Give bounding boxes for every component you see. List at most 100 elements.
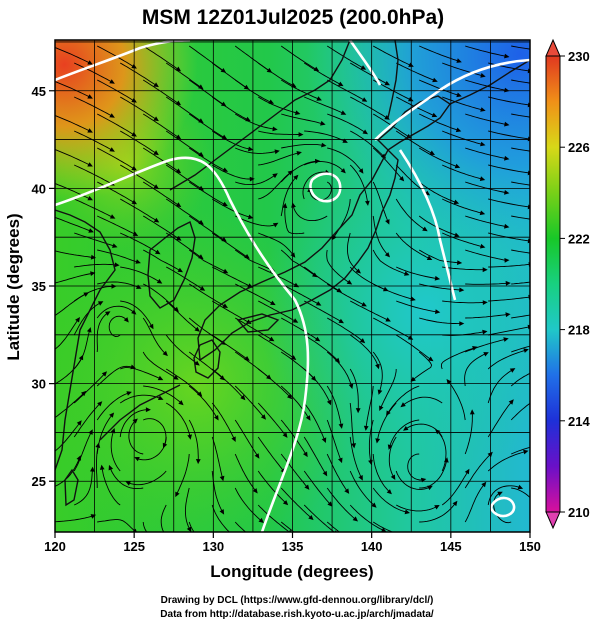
streamline-arrow	[453, 199, 460, 205]
streamline	[465, 45, 506, 57]
streamline-arrow	[355, 268, 361, 274]
streamline	[142, 113, 179, 138]
streamline	[234, 419, 258, 456]
streamline-arrow	[371, 502, 377, 508]
streamline-arrow	[305, 415, 311, 421]
streamline-arrow	[101, 371, 107, 377]
streamline	[119, 130, 156, 154]
streamline	[395, 164, 427, 194]
streamline	[465, 113, 506, 125]
streamline	[211, 198, 250, 218]
streamline	[257, 96, 297, 114]
streamline	[292, 206, 328, 222]
streamline	[142, 317, 166, 354]
streamline-arrow	[408, 96, 414, 102]
streamline	[165, 62, 201, 88]
streamline-arrow	[234, 536, 239, 541]
streamline	[74, 62, 112, 83]
streamline	[119, 409, 147, 438]
streamline-arrow	[149, 323, 154, 330]
streamline-arrow	[198, 118, 204, 124]
streamline	[487, 451, 525, 472]
streamline	[442, 232, 482, 247]
streamline	[387, 385, 420, 413]
streamline	[349, 300, 388, 321]
x-tick-label: 120	[44, 539, 66, 554]
streamline	[234, 487, 262, 521]
streamline	[142, 181, 179, 206]
streamline-arrow	[482, 300, 488, 305]
streamline-arrow	[125, 481, 131, 486]
colorbar-tick-label: 226	[568, 140, 590, 155]
streamline	[396, 300, 437, 313]
streamline	[349, 436, 362, 478]
streamline-arrow	[87, 196, 93, 201]
streamline-arrow	[457, 260, 463, 265]
streamline-arrow	[153, 116, 159, 122]
streamline-arrow	[479, 210, 486, 216]
streamline	[211, 266, 250, 287]
x-axis-label: Longitude (degrees)	[210, 562, 373, 581]
streamline-arrow	[375, 363, 380, 370]
streamline-arrow	[523, 348, 529, 353]
contour-line-7	[348, 40, 382, 86]
streamline	[55, 515, 93, 523]
x-tick-label: 135	[282, 539, 304, 554]
streamline-arrow	[155, 249, 161, 255]
streamline-arrow	[219, 509, 225, 515]
streamline-arrow	[231, 436, 236, 442]
streamline-arrow	[459, 321, 465, 326]
streamline-arrow	[574, 259, 579, 264]
streamline	[211, 130, 250, 150]
streamline-arrow	[131, 309, 137, 315]
streamline-arrow	[123, 317, 129, 323]
streamline	[55, 114, 90, 132]
streamline	[326, 419, 342, 460]
streamline	[442, 62, 483, 77]
streamline-arrow	[482, 267, 488, 273]
streamline-arrow	[454, 163, 461, 169]
streamline-arrow	[173, 306, 179, 312]
streamline	[280, 177, 297, 217]
streamline-arrow	[411, 534, 416, 539]
streamline-arrow	[574, 292, 579, 297]
streamline-arrow	[327, 501, 333, 507]
streamline	[365, 385, 374, 428]
streamline	[380, 368, 397, 408]
x-tick-label: 140	[361, 539, 383, 554]
streamline	[128, 470, 167, 486]
streamline-arrow	[268, 336, 275, 342]
streamline	[142, 45, 179, 70]
streamline-arrow	[88, 228, 94, 233]
streamline	[349, 62, 387, 84]
x-tick-label: 145	[440, 539, 462, 554]
streamline	[74, 198, 112, 218]
streamline-arrow	[390, 474, 396, 480]
streamline	[120, 300, 152, 327]
streamline-arrow	[472, 346, 478, 351]
streamline	[96, 147, 134, 169]
streamline-arrow	[483, 352, 489, 357]
streamline	[257, 368, 290, 397]
streamline-arrow	[99, 464, 105, 470]
streamline	[349, 368, 359, 410]
streamline-arrow	[459, 287, 465, 293]
streamline-arrow	[320, 120, 326, 126]
streamline	[488, 296, 530, 302]
colorbar-tick-label: 218	[568, 323, 590, 338]
streamline	[419, 79, 459, 96]
streamline-arrow	[410, 376, 416, 382]
streamline	[235, 215, 276, 227]
streamline	[74, 130, 112, 151]
streamline	[511, 281, 530, 285]
streamline-arrow	[444, 457, 449, 463]
streamline	[211, 96, 248, 120]
streamline-arrow	[464, 468, 470, 475]
colorbar-tick-label: 214	[568, 414, 590, 429]
coastline-taiwan	[64, 468, 79, 507]
streamline	[55, 148, 90, 166]
contour-line-5	[309, 172, 342, 203]
streamline-arrow	[509, 368, 516, 373]
streamline-arrow	[455, 127, 462, 133]
streamline	[280, 521, 295, 532]
